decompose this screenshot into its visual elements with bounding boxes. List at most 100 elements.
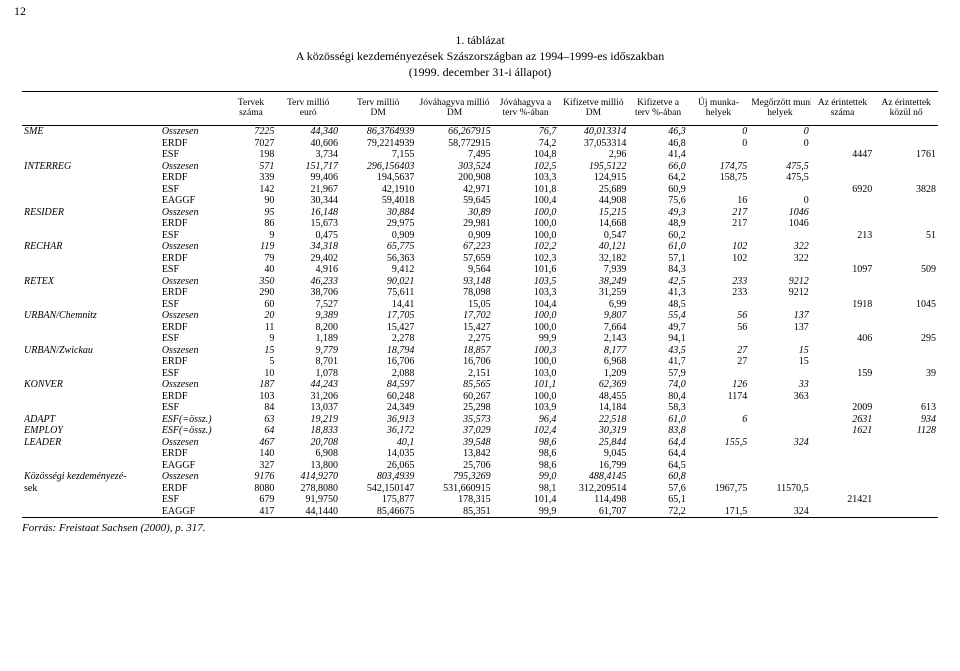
table-cell: 72,2 bbox=[628, 506, 687, 518]
table-cell bbox=[811, 322, 875, 334]
table-cell: 49,7 bbox=[628, 322, 687, 334]
table-cell: 34,318 bbox=[276, 241, 340, 253]
table-cell: 187 bbox=[226, 379, 277, 391]
table-cell: 84,3 bbox=[628, 264, 687, 276]
table-cell: sek bbox=[22, 483, 160, 495]
table-cell bbox=[874, 287, 938, 299]
table-row: EAGGF9030,34459,401859,645100,444,90875,… bbox=[22, 195, 938, 207]
table-cell: 42,5 bbox=[628, 276, 687, 288]
source-text: Forrás: Freistaat Sachsen (2000), p. 317… bbox=[22, 522, 206, 534]
table-cell bbox=[749, 264, 810, 276]
table-cell bbox=[688, 402, 749, 414]
table-cell bbox=[749, 368, 810, 380]
table-cell: 21421 bbox=[811, 494, 875, 506]
table-cell: 25,689 bbox=[558, 184, 628, 196]
table-cell: 30,344 bbox=[276, 195, 340, 207]
table-cell: 86 bbox=[226, 218, 277, 230]
table-cell: 100,4 bbox=[493, 195, 559, 207]
table-cell bbox=[811, 253, 875, 265]
table-cell: 233 bbox=[688, 276, 749, 288]
table-cell: 40,606 bbox=[276, 138, 340, 150]
table-cell bbox=[749, 333, 810, 345]
table-cell: 2009 bbox=[811, 402, 875, 414]
table-row: ESF101,0782,0882,151103,01,20957,915939 bbox=[22, 368, 938, 380]
table-cell: 36,172 bbox=[340, 425, 416, 437]
table-cell bbox=[874, 126, 938, 138]
table-cell: Összesen bbox=[160, 379, 226, 391]
table-cell: 83,8 bbox=[628, 425, 687, 437]
table-header-cell: Megőrzött munka-helyek bbox=[749, 91, 810, 126]
table-cell: Összesen bbox=[160, 161, 226, 173]
table-cell: 4447 bbox=[811, 149, 875, 161]
table-cell: 6920 bbox=[811, 184, 875, 196]
table-cell: 36,913 bbox=[340, 414, 416, 426]
table-cell: 40,121 bbox=[558, 241, 628, 253]
table-cell: 142 bbox=[226, 184, 277, 196]
table-cell: 488,4145 bbox=[558, 471, 628, 483]
table-cell: 15,427 bbox=[416, 322, 492, 334]
table-cell: 29,402 bbox=[276, 253, 340, 265]
table-cell: SME bbox=[22, 126, 160, 138]
table-cell: 124,915 bbox=[558, 172, 628, 184]
table-cell: ESF bbox=[160, 149, 226, 161]
table-cell: ESF bbox=[160, 264, 226, 276]
table-cell bbox=[811, 161, 875, 173]
table-cell: 217 bbox=[688, 207, 749, 219]
table-cell: RESIDER bbox=[22, 207, 160, 219]
table-cell bbox=[22, 264, 160, 276]
table-cell: 85,351 bbox=[416, 506, 492, 518]
table-cell: 2,088 bbox=[340, 368, 416, 380]
table-cell: ESF(=össz.) bbox=[160, 414, 226, 426]
table-cell bbox=[874, 483, 938, 495]
table-cell bbox=[874, 448, 938, 460]
table-cell: Összesen bbox=[160, 126, 226, 138]
table-cell: 46,8 bbox=[628, 138, 687, 150]
table-cell: 8,200 bbox=[276, 322, 340, 334]
table-cell: 9,412 bbox=[340, 264, 416, 276]
table-cell bbox=[22, 460, 160, 472]
table-cell: ERDF bbox=[160, 138, 226, 150]
table-cell: Összesen bbox=[160, 437, 226, 449]
table-cell: 38,249 bbox=[558, 276, 628, 288]
table-cell: ESF bbox=[160, 184, 226, 196]
table-cell bbox=[22, 184, 160, 196]
table-cell: 339 bbox=[226, 172, 277, 184]
table-cell: 213 bbox=[811, 230, 875, 242]
table-cell: 102 bbox=[688, 241, 749, 253]
table-row: URBAN/ZwickauÖsszesen159,77918,79418,857… bbox=[22, 345, 938, 357]
table-cell: 90,021 bbox=[340, 276, 416, 288]
table-cell: 61,707 bbox=[558, 506, 628, 518]
table-cell: 78,098 bbox=[416, 287, 492, 299]
table-cell: 39,548 bbox=[416, 437, 492, 449]
table-header-cell: Kifizetve millióDM bbox=[558, 91, 628, 126]
table-cell: 20,708 bbox=[276, 437, 340, 449]
table-cell: 16,706 bbox=[416, 356, 492, 368]
table-cell: 102 bbox=[688, 253, 749, 265]
table-cell bbox=[811, 379, 875, 391]
table-cell: EAGGF bbox=[160, 195, 226, 207]
table-cell: 25,298 bbox=[416, 402, 492, 414]
table-cell: 312,209514 bbox=[558, 483, 628, 495]
table-cell: 509 bbox=[874, 264, 938, 276]
table-cell: 114,498 bbox=[558, 494, 628, 506]
table-cell: 40,1 bbox=[340, 437, 416, 449]
table-cell: 119 bbox=[226, 241, 277, 253]
table-cell: 278,8080 bbox=[276, 483, 340, 495]
table-cell bbox=[811, 207, 875, 219]
table-row: ESF91,1892,2782,27599,92,14394,1406295 bbox=[22, 333, 938, 345]
table-header-cell: Kifizetve aterv %-ában bbox=[628, 91, 687, 126]
table-cell: Összesen bbox=[160, 310, 226, 322]
table-cell: 327 bbox=[226, 460, 277, 472]
table-cell: 9,807 bbox=[558, 310, 628, 322]
table-cell: 37,053314 bbox=[558, 138, 628, 150]
table-cell: 322 bbox=[749, 241, 810, 253]
table-cell bbox=[811, 471, 875, 483]
table-cell: ESF bbox=[160, 402, 226, 414]
table-cell: 7,527 bbox=[276, 299, 340, 311]
table-cell: 79,2214939 bbox=[340, 138, 416, 150]
table-cell: 0,909 bbox=[416, 230, 492, 242]
table-cell: 2,143 bbox=[558, 333, 628, 345]
table-cell: 25,844 bbox=[558, 437, 628, 449]
table-cell: 9212 bbox=[749, 276, 810, 288]
table-row: ERDF118,20015,42715,427100,07,66449,7561… bbox=[22, 322, 938, 334]
